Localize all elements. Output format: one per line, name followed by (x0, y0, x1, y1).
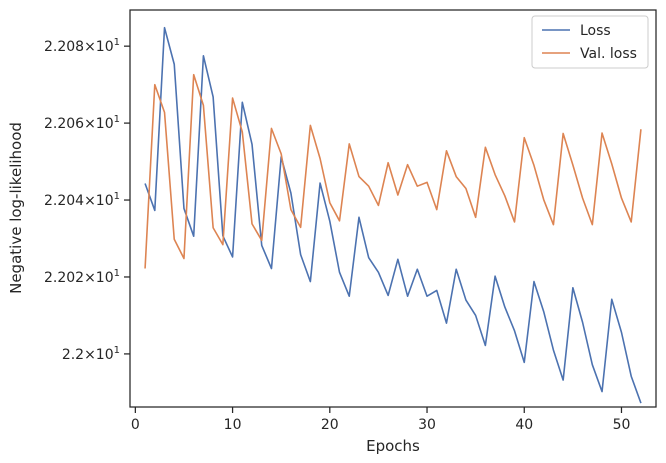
legend-label-loss: Loss (580, 23, 611, 39)
x-tick-label: 30 (418, 417, 436, 433)
y-tick-label: 2.2×101 (62, 345, 120, 363)
y-axis-label: Negative log-likelihood (7, 122, 25, 294)
series-line-loss (144, 26, 642, 404)
y-tick-label: 2.206×101 (44, 114, 120, 132)
x-tick-label: 40 (515, 417, 533, 433)
x-tick-label: 0 (131, 417, 140, 433)
y-tick-label: 2.204×101 (44, 191, 120, 209)
plot-frame (129, 9, 657, 408)
x-tick-label: 50 (613, 417, 631, 433)
x-tick-label: 20 (321, 417, 339, 433)
lines-layer (144, 26, 642, 404)
ticks-layer: 0 10 20 30 40 50 2.2×101 2.202×101 2.204×101 2.20… (44, 37, 630, 433)
legend-box (531, 15, 649, 69)
y-tick-label: 2.208×101 (44, 37, 120, 55)
x-axis-label: Epochs (366, 437, 420, 455)
legend: Loss Val. loss (531, 15, 649, 69)
series-line-val-loss (144, 73, 642, 269)
x-tick-label: 10 (224, 417, 242, 433)
legend-label-val-loss: Val. loss (580, 46, 637, 62)
y-tick-label: 2.202×101 (44, 268, 120, 286)
